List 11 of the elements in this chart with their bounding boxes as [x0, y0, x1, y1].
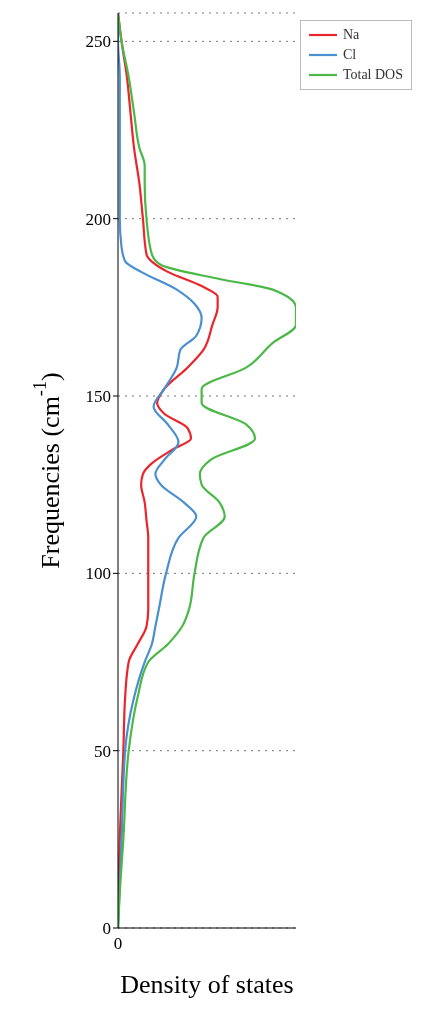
- y-tick-label: 150: [85, 387, 111, 407]
- legend-label: Total DOS: [342, 66, 403, 84]
- y-tick-label: 50: [94, 741, 111, 761]
- y-tick-label: 200: [85, 209, 111, 229]
- legend-label: Cl: [342, 46, 357, 64]
- y-tick-label: 100: [85, 564, 111, 584]
- text: 0: [113, 934, 123, 953]
- legend-label: Na: [342, 26, 360, 44]
- y-tick-label: 0: [102, 919, 111, 939]
- y-tick-label: 250: [85, 32, 111, 52]
- x-axis-title: Density of states: [120, 970, 294, 999]
